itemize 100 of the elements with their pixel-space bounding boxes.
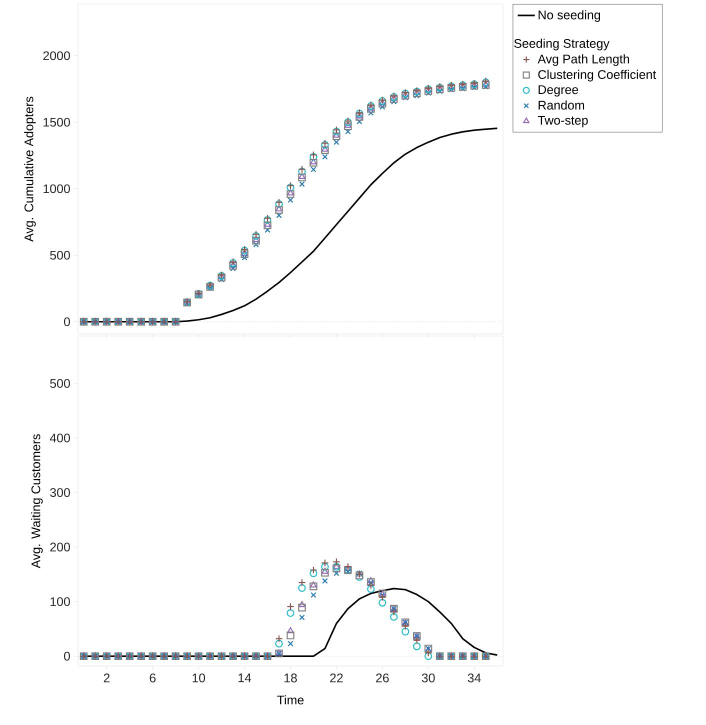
y-axis-title: Avg. Waiting Customers — [31, 434, 43, 568]
y-tick-label: 500 — [50, 250, 70, 260]
legend-title: Seeding Strategy — [514, 38, 610, 50]
x-tick-label: 26 — [376, 674, 389, 682]
point — [275, 640, 283, 648]
point — [310, 166, 316, 172]
legend-label: Random — [538, 100, 584, 110]
point — [286, 190, 294, 198]
point — [367, 585, 375, 593]
point — [310, 592, 316, 598]
x-tick-label: 18 — [284, 674, 297, 682]
point — [299, 181, 305, 187]
point — [322, 578, 328, 584]
y-tick-label: 0 — [64, 652, 70, 661]
point — [344, 122, 352, 130]
point — [380, 104, 386, 110]
point — [286, 602, 294, 610]
point — [390, 98, 397, 105]
y-tick-label: 0 — [64, 317, 70, 326]
point — [321, 146, 329, 154]
point — [322, 154, 328, 160]
point — [286, 632, 294, 640]
point — [298, 174, 306, 182]
point — [460, 86, 466, 92]
point — [264, 221, 272, 230]
x-axis-title: Time — [277, 695, 304, 704]
y-tick-label: 300 — [50, 488, 70, 497]
point — [390, 608, 398, 616]
point — [298, 165, 306, 174]
point — [332, 132, 340, 140]
point — [412, 642, 421, 650]
point — [321, 559, 329, 567]
legend-label: Clustering Coefficient — [538, 70, 656, 82]
point — [368, 110, 374, 116]
point — [288, 197, 294, 203]
point — [448, 86, 454, 93]
point — [242, 254, 248, 261]
y-tick-label: 400 — [50, 434, 70, 442]
point — [412, 636, 421, 644]
x-tick-label: 34 — [468, 674, 481, 682]
point — [218, 276, 224, 282]
point — [298, 578, 306, 586]
point — [298, 168, 306, 176]
point — [424, 649, 432, 657]
point — [230, 266, 236, 272]
point — [298, 601, 306, 608]
point — [436, 88, 443, 94]
x-tick-label: 22 — [330, 674, 343, 682]
point — [240, 250, 248, 258]
point — [332, 558, 340, 566]
point — [299, 614, 305, 620]
point — [378, 593, 386, 602]
point — [402, 628, 410, 636]
point — [276, 212, 282, 218]
point — [334, 570, 340, 576]
y-axis-title: Avg. Cumulative Adopters — [24, 96, 36, 242]
point — [402, 622, 410, 630]
point — [333, 132, 340, 138]
legend-label: Avg Path Length — [538, 54, 630, 66]
point — [367, 581, 375, 590]
y-tick-label: 500 — [50, 379, 70, 388]
point — [287, 627, 294, 634]
point — [275, 206, 283, 214]
x-tick-label: 30 — [422, 674, 435, 682]
point — [310, 582, 318, 590]
point — [367, 577, 374, 584]
point — [344, 122, 352, 128]
point — [310, 158, 317, 164]
point — [344, 562, 352, 571]
point — [378, 598, 386, 607]
point — [310, 566, 318, 574]
point — [321, 568, 329, 577]
y-tick-label: 100 — [50, 597, 70, 606]
point — [287, 189, 294, 196]
y-tick-label: 200 — [50, 542, 70, 552]
point — [253, 242, 259, 248]
x-tick-label: 10 — [192, 674, 206, 682]
point — [345, 568, 351, 575]
point — [310, 158, 318, 167]
legend-label: Two-step — [538, 116, 588, 128]
x-tick-label: 6 — [150, 674, 156, 682]
legend-label: Degree — [538, 85, 578, 97]
point — [298, 172, 306, 179]
point — [471, 84, 478, 90]
point — [321, 562, 329, 571]
point — [275, 634, 283, 643]
point — [322, 568, 328, 574]
y-tick-label: 1000 — [44, 184, 70, 194]
legend-label: No seeding — [538, 10, 600, 22]
point — [345, 128, 351, 134]
x-tick-label: 14 — [238, 674, 252, 682]
point — [390, 613, 398, 621]
point — [425, 90, 432, 96]
point — [344, 565, 352, 572]
point — [276, 205, 282, 212]
point — [356, 118, 362, 124]
point — [298, 584, 306, 592]
point — [286, 609, 294, 617]
point — [241, 250, 248, 256]
y-tick-label: 1500 — [44, 118, 70, 127]
